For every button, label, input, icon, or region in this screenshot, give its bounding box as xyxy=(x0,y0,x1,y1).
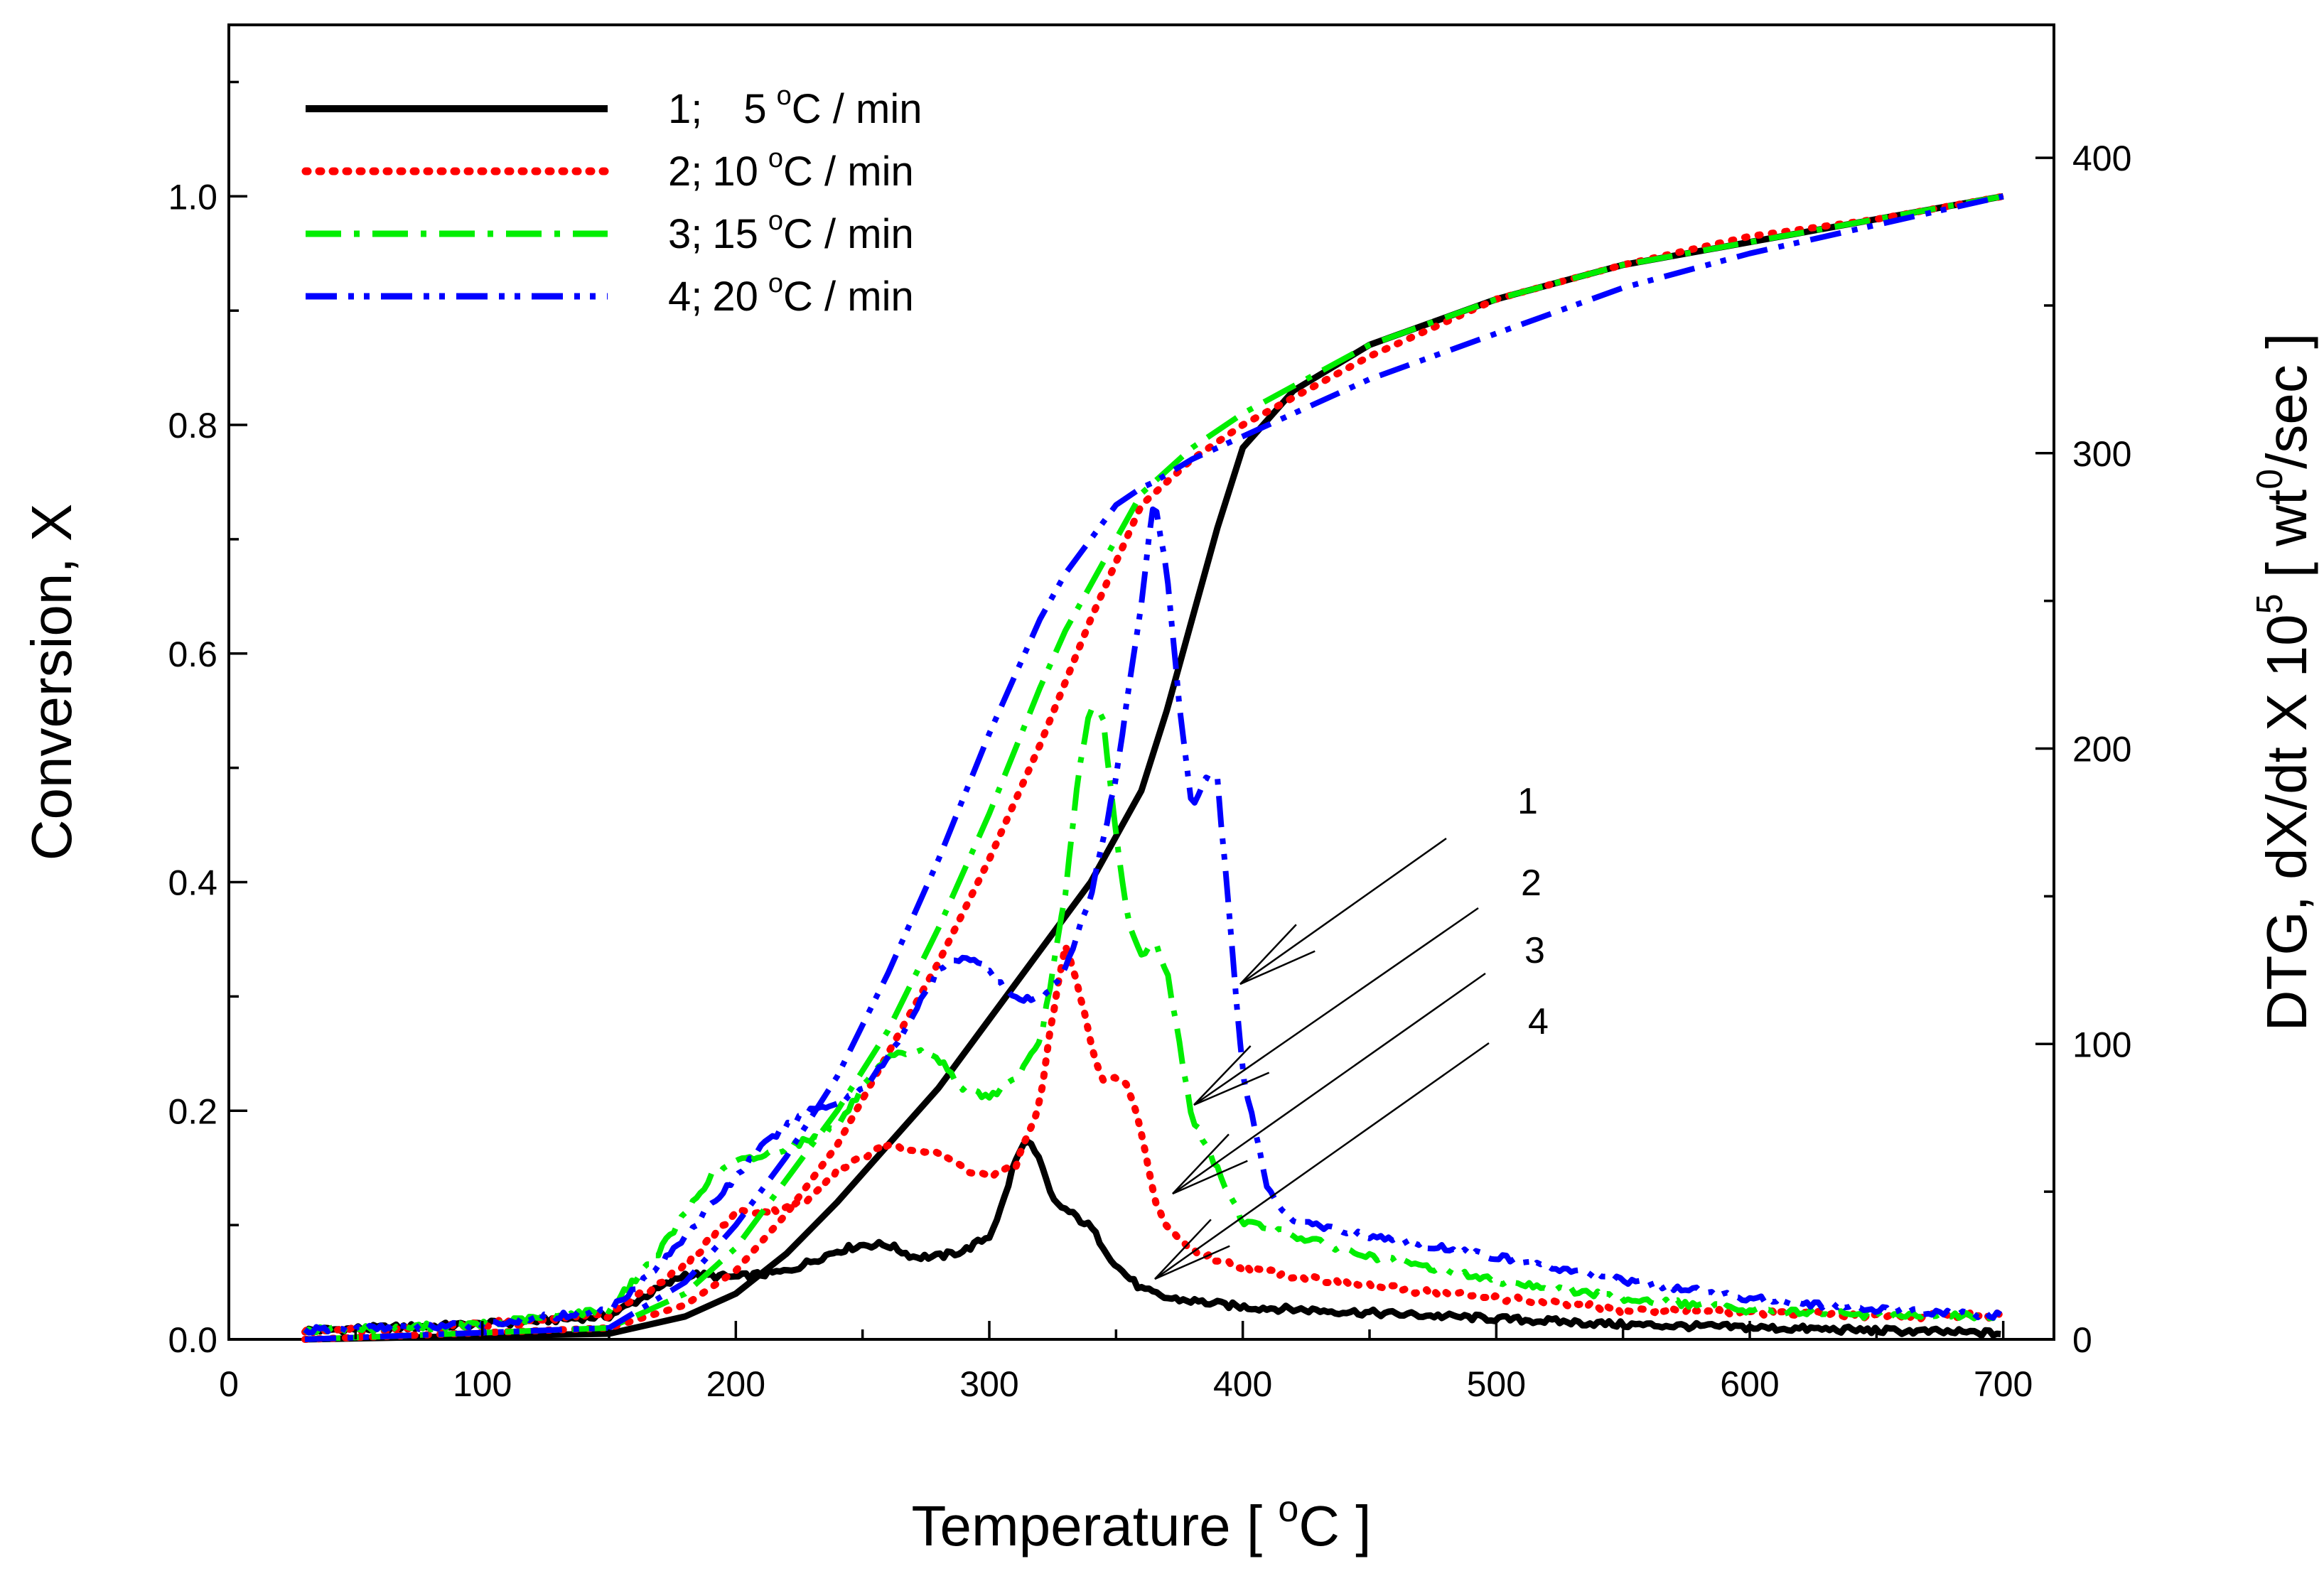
y-right-tick-label: 200 xyxy=(2072,730,2131,770)
legend-label-2: 2; 10 oC / min xyxy=(668,144,914,195)
annotation-label-4: 4 xyxy=(1528,1001,1549,1042)
y-right-tick-label: 400 xyxy=(2072,139,2131,178)
plot-area xyxy=(227,23,2055,1341)
ticks-layer xyxy=(227,80,2054,1341)
x-tick-label: 0 xyxy=(219,1364,239,1404)
annotation-arrowhead-4 xyxy=(1154,1219,1230,1280)
y-axis-right-title: DTG, dX/dt X 105 [ wt0/sec ] xyxy=(2249,333,2318,1032)
annotation-label-1: 1 xyxy=(1517,781,1538,822)
conversion-line-4 xyxy=(304,193,2004,1342)
y-right-tick-label: 0 xyxy=(2072,1320,2092,1360)
y-left-tick-label: 0.8 xyxy=(168,406,217,446)
labels-layer: 0 100 200 300 400 500 600 700 0.0 0.2 0.4 0.6 0.8 1.0… xyxy=(168,139,2131,1404)
legend-label-1: 1; 5 oC / min xyxy=(668,81,922,132)
x-tick-label: 600 xyxy=(1720,1364,1779,1404)
x-tick-label: 300 xyxy=(959,1364,1018,1404)
y-left-tick-label: 0.6 xyxy=(168,635,217,674)
dtg-line-3 xyxy=(303,706,2001,1336)
annotation-arrow-1 xyxy=(1239,837,1447,986)
annotation-arrowhead-3 xyxy=(1172,1133,1248,1195)
y-right-tick-label: 300 xyxy=(2072,434,2131,474)
y-left-tick-label: 1.0 xyxy=(168,177,217,217)
legend: 1; 5 oC / min 2; 10 oC / min 3; 15 oC / min 4; 20 o… xyxy=(301,81,922,320)
series-layer xyxy=(301,193,2007,1343)
annotation-label-2: 2 xyxy=(1521,863,1542,904)
annotation-arrow-2 xyxy=(1193,907,1479,1106)
dtg-line-4 xyxy=(303,506,2003,1336)
legend-label-3: 3; 15 oC / min xyxy=(668,206,914,257)
y-left-tick-label: 0.0 xyxy=(168,1320,217,1360)
annotation-arrowhead-1 xyxy=(1239,924,1316,986)
y-right-tick-label: 100 xyxy=(2072,1025,2131,1064)
x-tick-label: 700 xyxy=(1974,1364,2033,1404)
y-left-tick-label: 0.2 xyxy=(168,1091,217,1131)
x-axis-title: Temperature [ oC ] xyxy=(912,1489,1372,1557)
annotation-arrowhead-2 xyxy=(1193,1045,1270,1106)
y-axis-left-title: Conversion, X xyxy=(20,504,83,860)
annotations: 1 2 3 4 xyxy=(1154,781,1549,1280)
x-tick-label: 400 xyxy=(1213,1364,1272,1404)
x-tick-label: 500 xyxy=(1467,1364,1526,1404)
legend-label-4: 4; 20 oC / min xyxy=(668,269,914,320)
annotation-label-3: 3 xyxy=(1524,930,1545,971)
annotation-arrow-4 xyxy=(1154,1042,1490,1280)
y-left-tick-label: 0.4 xyxy=(168,863,217,903)
conversion-line-3 xyxy=(304,193,2004,1342)
annotation-arrow-3 xyxy=(1172,972,1486,1195)
x-tick-label: 200 xyxy=(706,1364,765,1404)
x-tick-label: 100 xyxy=(453,1364,512,1404)
conversion-line-2 xyxy=(301,193,2007,1343)
